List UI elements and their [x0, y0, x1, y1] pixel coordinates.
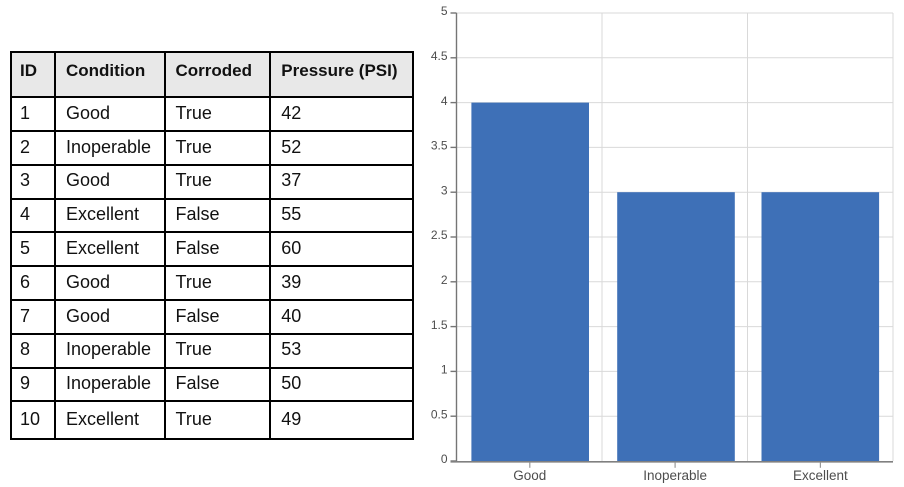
- svg-text:4.5: 4.5: [431, 49, 448, 63]
- svg-text:Inoperable: Inoperable: [643, 468, 707, 483]
- svg-text:2: 2: [441, 273, 448, 287]
- svg-text:0: 0: [441, 452, 448, 466]
- svg-text:2.5: 2.5: [431, 228, 448, 242]
- svg-text:3: 3: [441, 183, 448, 197]
- svg-text:5: 5: [441, 4, 448, 18]
- svg-text:0.5: 0.5: [431, 407, 448, 421]
- svg-text:1: 1: [441, 363, 448, 377]
- svg-text:1.5: 1.5: [431, 318, 448, 332]
- svg-text:Excellent: Excellent: [793, 468, 848, 483]
- svg-text:3.5: 3.5: [431, 139, 448, 153]
- svg-text:Good: Good: [513, 468, 546, 483]
- svg-text:4: 4: [441, 94, 448, 108]
